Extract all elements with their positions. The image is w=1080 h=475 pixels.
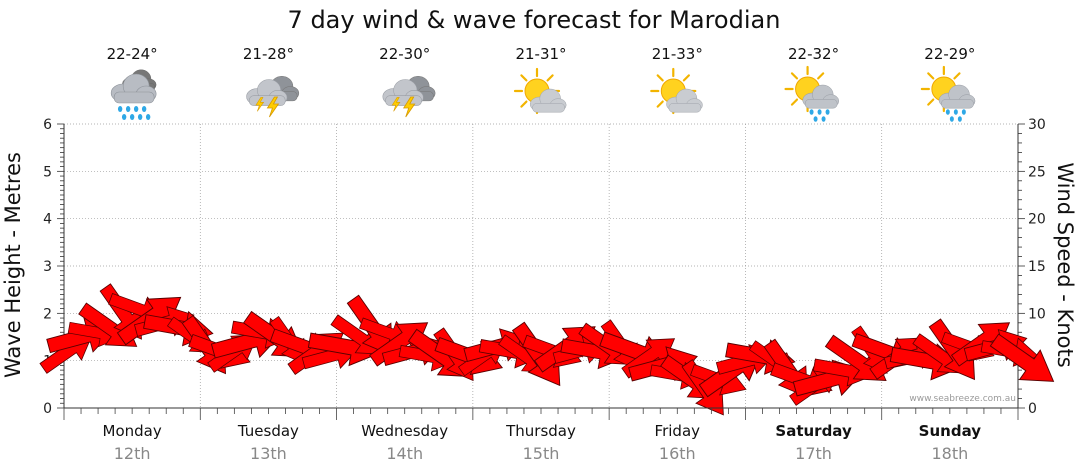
left-tick-label: 3 [43,259,52,275]
x-axis: Monday 12th Tuesday 13th Wednesday 14th Thursd… [63,407,1019,463]
day-label: Saturday [775,422,852,440]
chart-title: 7 day wind & wave forecast for Marodian [288,6,781,34]
sun-shower-icon [920,65,976,122]
left-axis-label: Wave Height - Metres [1,152,25,378]
right-tick-label: 20 [1028,212,1046,228]
left-tick-label: 0 [43,401,52,417]
wind-arrows [39,283,1055,416]
day-label: Friday [655,422,701,440]
credit-text: www.seabreeze.com.au [909,394,1016,404]
day-label: Thursday [505,422,576,440]
temperature-label: 22-30° [379,45,430,63]
temperature-label: 21-33° [652,45,703,63]
daily-weather-row: 22-24° 21-28° 22-30° 21-31° 21-33° 22-32° 22-2… [107,45,976,122]
date-label: 15th [523,444,560,463]
day-label: Wednesday [361,422,448,440]
thunderstorm-icon [246,75,300,118]
right-tick-label: 25 [1028,164,1046,180]
grid [64,123,1018,408]
temperature-label: 22-24° [107,45,158,63]
right-tick-label: 0 [1028,401,1037,417]
right-tick-label: 15 [1028,259,1046,275]
left-tick-label: 2 [43,306,52,322]
temperature-label: 22-32° [788,45,839,63]
right-y-axis: 051015202530 [1017,117,1046,417]
right-tick-label: 10 [1028,306,1046,322]
temperature-label: 22-29° [924,45,975,63]
thunderstorm-icon [382,75,436,118]
wind-arrow [989,333,1055,382]
sun-cloud-icon [513,67,567,115]
day-label: Sunday [919,422,982,440]
left-tick-label: 5 [43,164,52,180]
date-label: 17th [795,444,832,463]
date-label: 18th [931,444,968,463]
temperature-label: 21-31° [515,45,566,63]
date-label: 12th [114,444,151,463]
left-tick-label: 4 [43,212,52,228]
day-label: Tuesday [237,422,299,440]
date-label: 14th [386,444,423,463]
temperature-label: 21-28° [243,45,294,63]
day-label: Monday [103,422,162,440]
date-label: 13th [250,444,287,463]
rain-cloud-icon [110,69,157,120]
right-axis-label: Wind Speed - Knots [1053,162,1077,367]
right-tick-label: 30 [1028,117,1046,133]
sun-cloud-icon [650,67,703,115]
left-tick-label: 6 [43,117,52,133]
sun-shower-icon [784,65,840,122]
date-label: 16th [659,444,696,463]
